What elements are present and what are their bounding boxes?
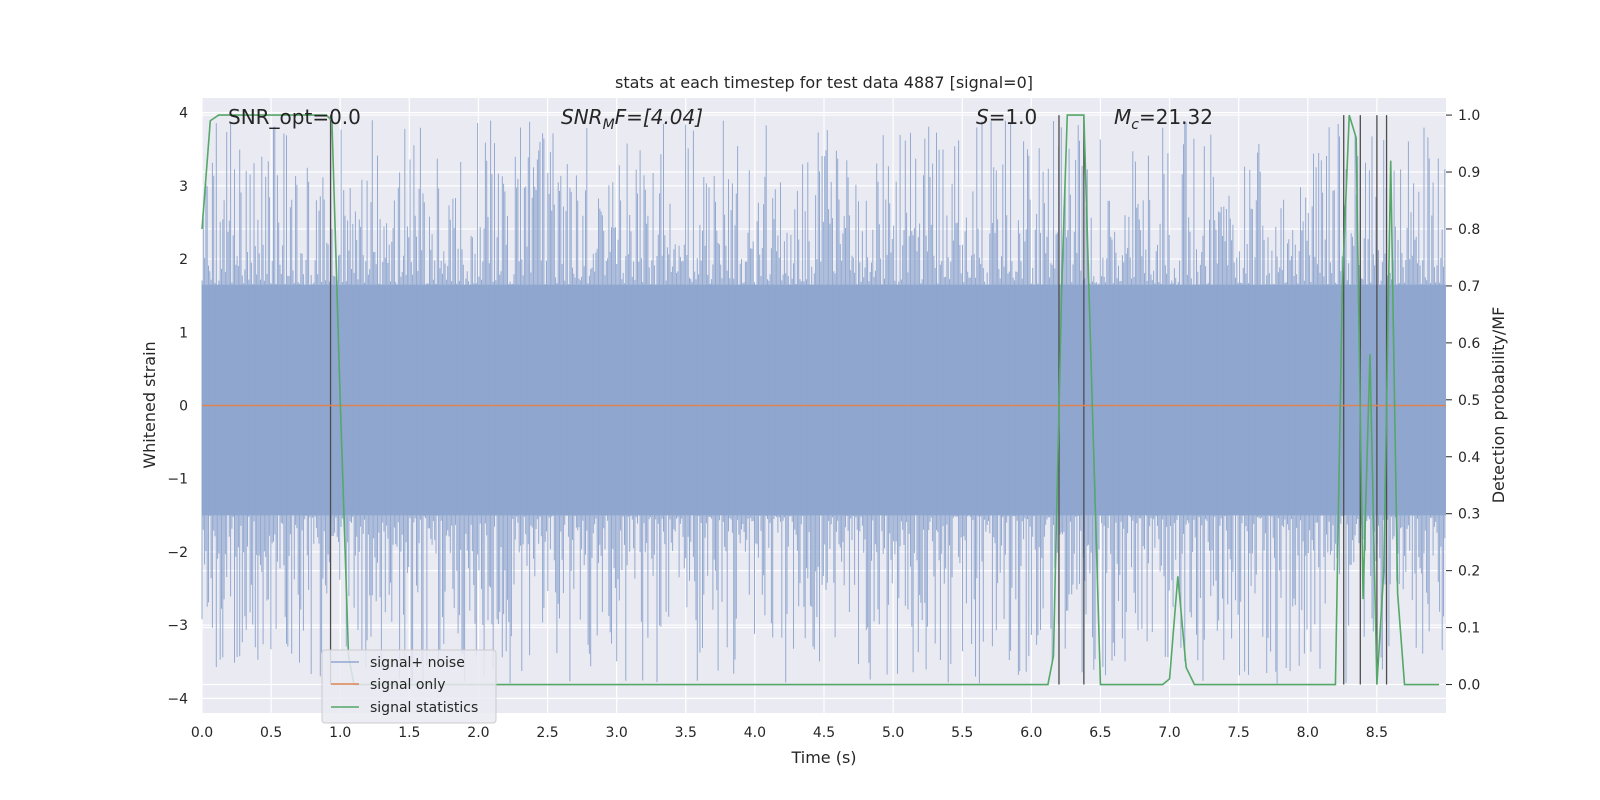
x-tick-label: 4.0 [744,725,766,741]
y-tick-label: 4 [179,106,188,122]
y-right-tick-label: 0.3 [1458,507,1480,523]
x-tick-label: 3.0 [606,725,628,741]
legend-label-signal-only: signal only [370,677,445,693]
annotation-mc-base: M [1114,105,1131,129]
x-tick-label: 2.5 [536,725,558,741]
x-tick-label: 1.5 [398,725,420,741]
annotation-mc: Mc=21.32 [1114,105,1213,133]
y-tick-label: 1 [179,325,188,341]
annotation-snr-mf: SNRMF=[4.04] [561,105,703,133]
x-tick-label: 7.0 [1158,725,1180,741]
y-axis-left-ticks: 4 3 2 1 0 −1 −2 −3 −4 [167,106,188,708]
y-tick-label: 3 [179,179,188,195]
x-tick-label: 4.5 [813,725,835,741]
y-right-tick-label: 0.9 [1458,165,1480,181]
signal-noise-trace [201,120,1446,684]
y-right-tick-label: 0.0 [1458,678,1480,694]
y-tick-label: −4 [167,691,188,707]
x-tick-label: 0.0 [191,725,213,741]
y-tick-label: −3 [167,618,188,634]
y-tick-label: 0 [179,399,188,415]
x-tick-label: 5.5 [951,725,973,741]
annotation-s-rest: =1.0 [989,105,1038,129]
y-axis-right-ticks: 1.0 0.9 0.8 0.7 0.6 0.5 0.4 0.3 0.2 0.1 0.0 [1446,108,1480,694]
y-axis-right-label: Detection probability/MF [1489,307,1508,504]
y-tick-label: −1 [167,472,188,488]
annotation-snr-mf-sub: M [603,117,615,133]
noise-spikes [201,120,1446,684]
legend: signal+ noise signal only signal statist… [321,649,497,724]
legend-label-signal-statistics: signal statistics [370,700,478,716]
y-right-tick-label: 0.2 [1458,564,1480,580]
legend-label-signal-noise: signal+ noise [370,655,465,671]
annotation-s-italic: S [976,105,989,129]
annotation-mc-rest: =21.32 [1139,105,1213,129]
legend-box [321,649,497,724]
annotation-snr-opt: SNR_opt=0.0 [228,105,361,129]
y-axis-label: Whitened strain [140,341,159,468]
x-tick-label: 0.5 [260,725,282,741]
y-right-tick-label: 0.6 [1458,336,1480,352]
annotation-mc-sub: c [1131,117,1139,133]
noise-band [202,284,1446,516]
x-axis-label: Time (s) [790,748,856,767]
x-tick-label: 3.5 [675,725,697,741]
y-right-tick-label: 0.1 [1458,621,1480,637]
x-tick-label: 6.5 [1089,725,1111,741]
x-tick-label: 5.0 [882,725,904,741]
annotation-snr-mf-base: SNR [561,105,603,129]
y-tick-label: 2 [179,252,188,268]
x-tick-label: 2.0 [467,725,489,741]
x-tick-label: 8.5 [1366,725,1388,741]
y-right-tick-label: 0.7 [1458,279,1480,295]
x-tick-label: 6.0 [1020,725,1042,741]
y-tick-label: −2 [167,545,188,561]
x-tick-label: 8.0 [1297,725,1319,741]
x-tick-label: 7.5 [1228,725,1250,741]
annotation-snr-mf-rest: F=[4.04] [615,105,703,129]
y-right-tick-label: 0.4 [1458,450,1480,466]
y-right-tick-label: 0.5 [1458,393,1480,409]
annotation-s: S=1.0 [976,105,1037,129]
x-axis-ticks: 0.0 0.5 1.0 1.5 2.0 2.5 3.0 3.5 4.0 4.5 5.0 5.5 6.0 6… [191,725,1388,741]
x-tick-label: 1.0 [329,725,351,741]
y-right-tick-label: 0.8 [1458,222,1480,238]
chart-title: stats at each timestep for test data 488… [615,73,1033,92]
y-right-tick-label: 1.0 [1458,108,1480,124]
